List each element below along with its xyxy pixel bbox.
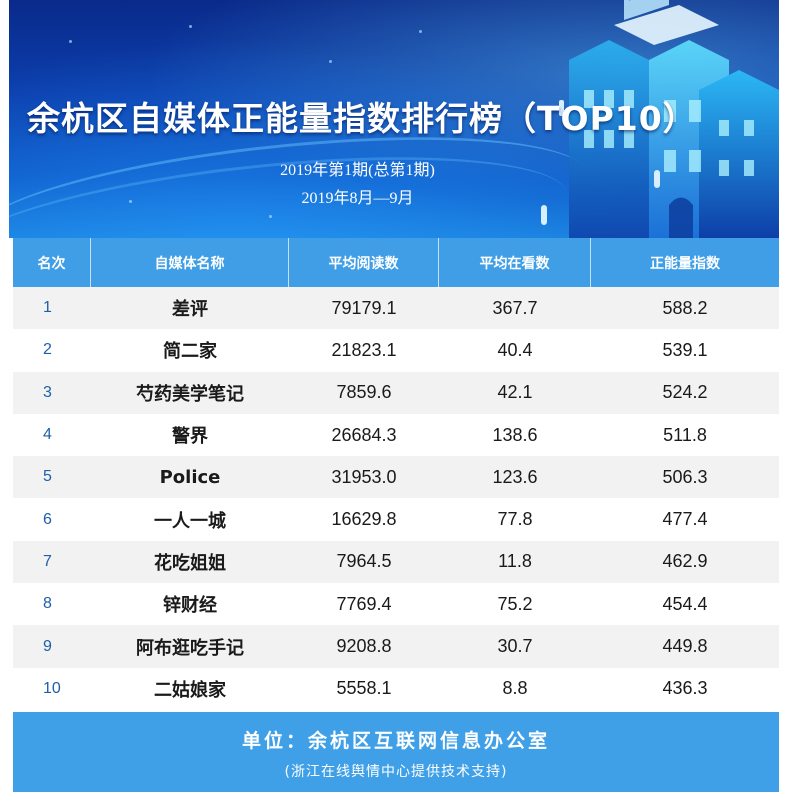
name-cell: 二姑娘家 [154,679,226,701]
avg-reads-cell: 7859.6 [336,382,392,403]
column-header-name: 自媒体名称 [91,238,289,287]
rank-cell: 3 [43,383,52,401]
rank-cell: 7 [43,552,52,570]
column-header-avg-views: 平均在看数 [439,238,591,287]
avg-reads-cell: 31953.0 [331,466,397,487]
avg-reads-cell: 5558.1 [336,678,392,699]
avg-reads-cell: 16629.8 [331,509,397,530]
avg-reads-cell: 21823.1 [331,339,397,360]
ranking-table: 名次 自媒体名称 平均阅读数 平均在看数 正能量指数 1 差评 79179.1 … [13,238,779,710]
name-cell: 差评 [172,299,208,321]
footer-banner: 单位：余杭区互联网信息办公室 (浙江在线舆情中心提供技术支持) [13,712,779,792]
table-row: 3 芍药美学笔记 7859.6 42.1 524.2 [13,371,779,414]
index-cell: 462.9 [662,551,708,572]
rank-cell: 1 [43,299,52,317]
rank-cell: 4 [43,426,52,444]
page-title: 余杭区自媒体正能量指数排行榜（TOP10） [27,99,697,138]
rank-cell: 9 [43,637,52,655]
sparkle [129,200,132,203]
avg-views-cell: 138.6 [492,424,538,445]
index-cell: 477.4 [662,509,708,530]
table-row: 10 二姑娘家 5558.1 8.8 436.3 [13,667,779,710]
name-cell: 阿布逛吃手记 [136,637,244,659]
rank-cell: 6 [43,510,52,528]
name-cell: 芍药美学笔记 [136,383,244,405]
index-cell: 511.8 [663,424,707,445]
avg-reads-cell: 7964.5 [336,551,392,572]
avg-reads-cell: 9208.8 [336,636,392,657]
footer-unit: 单位：余杭区互联网信息办公室 [241,730,550,752]
name-cell: 简二家 [163,341,217,363]
period: 2019年8月—9月 [301,190,414,207]
rank-cell: 8 [43,595,52,613]
name-cell: 花吃姐姐 [154,552,226,574]
name-cell: 锌财经 [163,595,217,617]
city-illustration [541,0,779,238]
index-cell: 436.3 [662,678,708,699]
avg-views-cell: 367.7 [492,297,538,318]
avg-views-cell: 75.2 [497,593,533,614]
table-row: 8 锌财经 7769.4 75.2 454.4 [13,583,779,626]
index-cell: 449.8 [662,636,708,657]
name-cell: 警界 [172,426,208,448]
index-cell: 506.3 [662,466,708,487]
avg-views-cell: 42.1 [497,382,533,403]
sparkle [189,25,192,28]
header-banner: 余杭区自媒体正能量指数排行榜（TOP10） 2019年第1期(总第1期) 201… [9,0,779,238]
index-cell: 588.2 [662,297,708,318]
footer-support: (浙江在线舆情中心提供技术支持) [284,764,508,780]
table-row: 6 一人一城 16629.8 77.8 477.4 [13,498,779,541]
index-cell: 454.4 [662,593,708,614]
table-row: 9 阿布逛吃手记 9208.8 30.7 449.8 [13,625,779,668]
column-header-rank: 名次 [13,238,91,287]
avg-views-cell: 40.4 [497,339,533,360]
table-row: 7 花吃姐姐 7964.5 11.8 462.9 [13,540,779,584]
sparkle [69,40,72,43]
avg-views-cell: 123.6 [492,466,538,487]
index-cell: 524.2 [662,382,708,403]
table-row: 2 简二家 21823.1 40.4 539.1 [13,329,779,372]
sparkle [419,30,422,33]
issue-number: 2019年第1期(总第1期) [280,162,435,179]
table-row: 5 Police 31953.0 123.6 506.3 [13,456,779,499]
avg-views-cell: 11.8 [498,551,532,572]
avg-views-cell: 8.8 [502,678,528,699]
rank-cell: 5 [43,468,52,486]
avg-reads-cell: 79179.1 [331,297,397,318]
avg-views-cell: 30.7 [497,636,533,657]
table-row: 4 警界 26684.3 138.6 511.8 [13,413,779,457]
column-header-avg-reads: 平均阅读数 [289,238,439,287]
avg-reads-cell: 7769.4 [336,593,392,614]
avg-views-cell: 77.8 [497,509,533,530]
sparkle [329,60,332,63]
table-header: 名次 自媒体名称 平均阅读数 平均在看数 正能量指数 [13,238,779,287]
table-row: 1 差评 79179.1 367.7 588.2 [13,287,779,330]
column-header-index: 正能量指数 [650,255,720,272]
index-cell: 539.1 [662,339,708,360]
avg-reads-cell: 26684.3 [331,424,397,445]
name-cell: 一人一城 [154,510,226,532]
name-cell: Police [159,466,221,488]
rank-cell: 10 [43,679,61,697]
sparkle [269,215,272,218]
rank-cell: 2 [43,341,52,359]
